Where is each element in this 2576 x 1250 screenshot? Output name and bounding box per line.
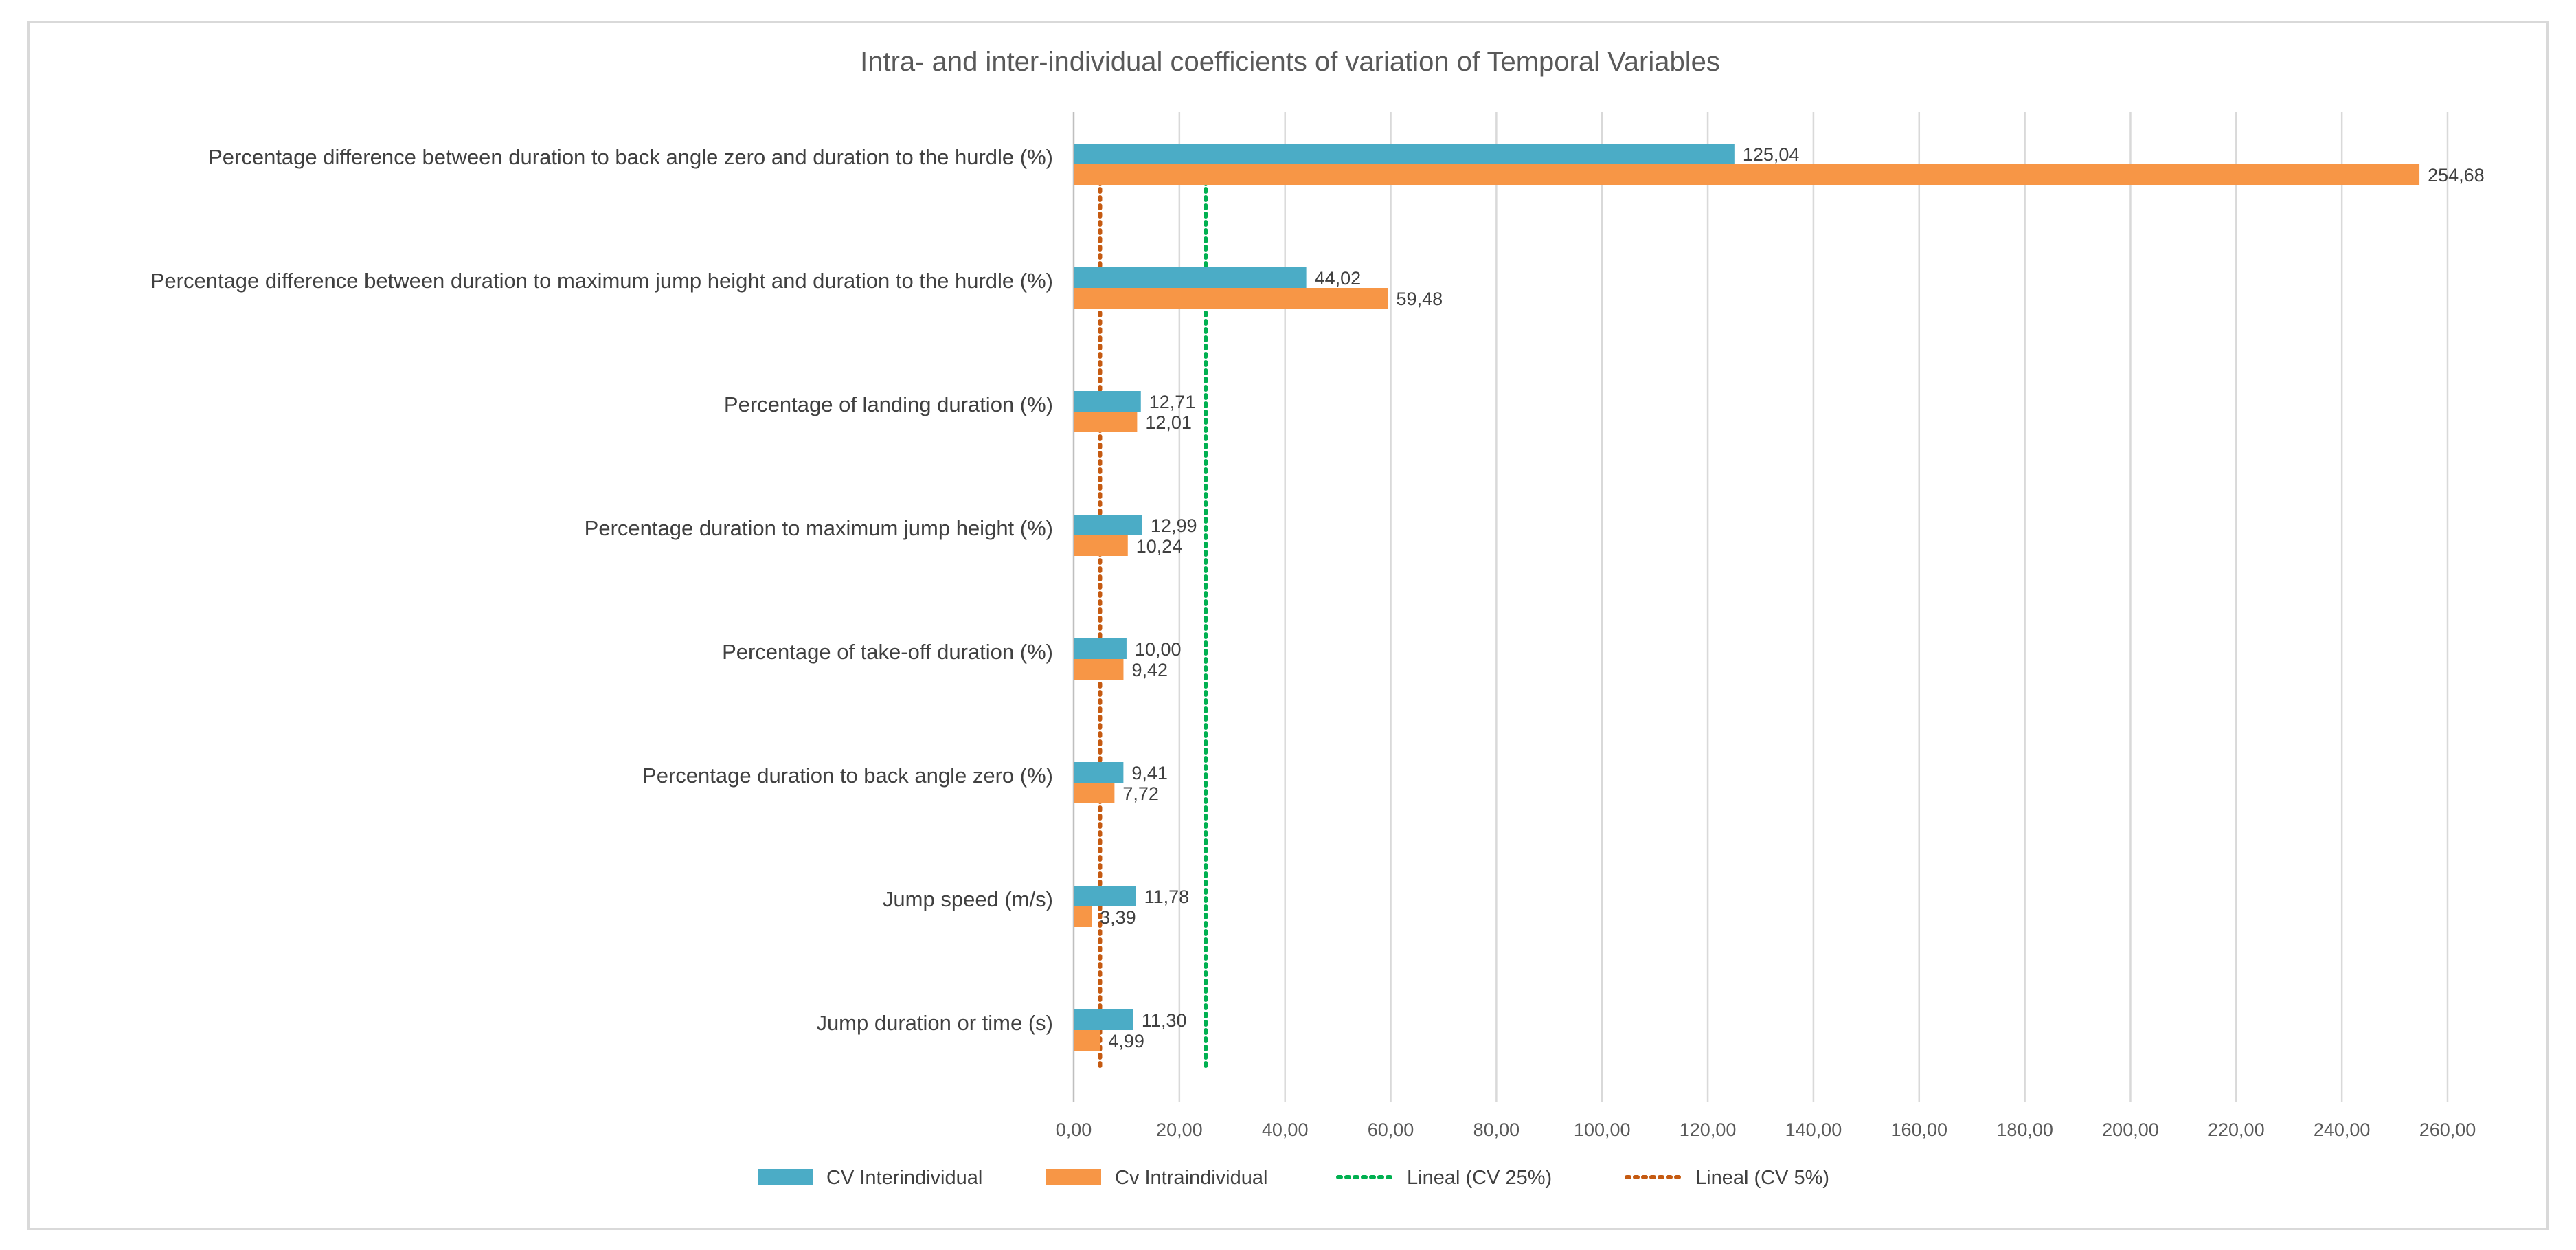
bar-interindividual: [1074, 762, 1124, 783]
reference-lines: [1098, 179, 1208, 1069]
data-label: 11,78: [1144, 886, 1190, 907]
category-label: Jump speed (m/s): [883, 887, 1053, 911]
bar-intraindividual: [1074, 659, 1124, 680]
x-tick-label: 220,00: [2208, 1119, 2265, 1140]
legend-swatch: [758, 1169, 813, 1185]
x-tick-label: 200,00: [2102, 1119, 2159, 1140]
category-label: Percentage of take-off duration (%): [722, 640, 1053, 664]
data-label: 125,04: [1743, 144, 1800, 165]
x-tick-label: 20,00: [1156, 1119, 1203, 1140]
chart-title: Intra- and inter-individual coefficients…: [860, 47, 1720, 77]
data-label: 11,30: [1142, 1010, 1187, 1031]
bar-intraindividual: [1074, 783, 1115, 803]
bar-interindividual: [1074, 391, 1141, 412]
data-label: 9,42: [1131, 660, 1168, 680]
data-label: 7,72: [1122, 783, 1159, 804]
labels: 0,00 20,00 40,00 60,00 80,00 100,00 120,00 140,…: [150, 144, 2485, 1140]
category-label: Percentage difference between duration t…: [208, 145, 1053, 169]
data-label: 12,71: [1149, 392, 1196, 412]
data-label: 254,68: [2428, 165, 2485, 186]
x-tick-label: 140,00: [1785, 1119, 1842, 1140]
bar-interindividual: [1074, 1009, 1133, 1030]
x-tick-label: 40,00: [1262, 1119, 1309, 1140]
x-tick-label: 160,00: [1890, 1119, 1947, 1140]
data-label: 9,41: [1131, 763, 1168, 783]
x-tick-label: 260,00: [2419, 1119, 2476, 1140]
x-tick-label: 120,00: [1680, 1119, 1737, 1140]
legend-label: Cv Intraindividual: [1115, 1167, 1267, 1189]
legend-label: Lineal (CV 5%): [1695, 1167, 1829, 1189]
legend-label: Lineal (CV 25%): [1407, 1167, 1552, 1189]
data-label: 4,99: [1108, 1031, 1144, 1051]
data-label: 12,99: [1151, 515, 1197, 536]
gridlines: [1072, 112, 2449, 1102]
legend: CV Interindividual Cv Intraindividual Line…: [758, 1167, 1829, 1189]
chart-frame: Intra- and inter-individual coefficients…: [27, 21, 2549, 1230]
bar-intraindividual: [1074, 288, 1388, 309]
legend-swatch: [1046, 1169, 1101, 1185]
bar-interindividual: [1074, 267, 1307, 288]
category-label: Percentage of landing duration (%): [724, 392, 1053, 416]
data-label: 44,02: [1315, 268, 1362, 289]
bar-interindividual: [1074, 886, 1136, 906]
data-label: 3,39: [1100, 907, 1136, 928]
bar-interindividual: [1074, 144, 1735, 164]
data-label: 10,24: [1136, 536, 1183, 557]
x-tick-label: 100,00: [1574, 1119, 1631, 1140]
category-label: Percentage difference between duration t…: [150, 269, 1053, 293]
bar-intraindividual: [1074, 412, 1138, 432]
data-label: 59,48: [1397, 289, 1443, 309]
bars: [1074, 144, 2420, 1051]
data-label: 10,00: [1135, 639, 1182, 660]
bar-interindividual: [1074, 638, 1127, 659]
x-tick-label: 60,00: [1368, 1119, 1414, 1140]
bar-interindividual: [1074, 515, 1142, 535]
legend-label: CV Interindividual: [826, 1167, 982, 1189]
category-label: Percentage duration to maximum jump heig…: [585, 516, 1053, 540]
x-tick-label: 240,00: [2314, 1119, 2371, 1140]
x-tick-label: 180,00: [1996, 1119, 2053, 1140]
x-tick-label: 0,00: [1056, 1119, 1092, 1140]
data-label: 12,01: [1145, 412, 1192, 433]
bar-intraindividual: [1074, 164, 2420, 185]
bar-intraindividual: [1074, 535, 1128, 556]
chart-canvas: Intra- and inter-individual coefficients…: [150, 47, 2485, 1189]
category-label: Percentage duration to back angle zero (…: [642, 763, 1053, 788]
bar-intraindividual: [1074, 1030, 1100, 1051]
bar-intraindividual: [1074, 906, 1092, 927]
x-tick-label: 80,00: [1473, 1119, 1520, 1140]
category-label: Jump duration or time (s): [816, 1011, 1053, 1035]
